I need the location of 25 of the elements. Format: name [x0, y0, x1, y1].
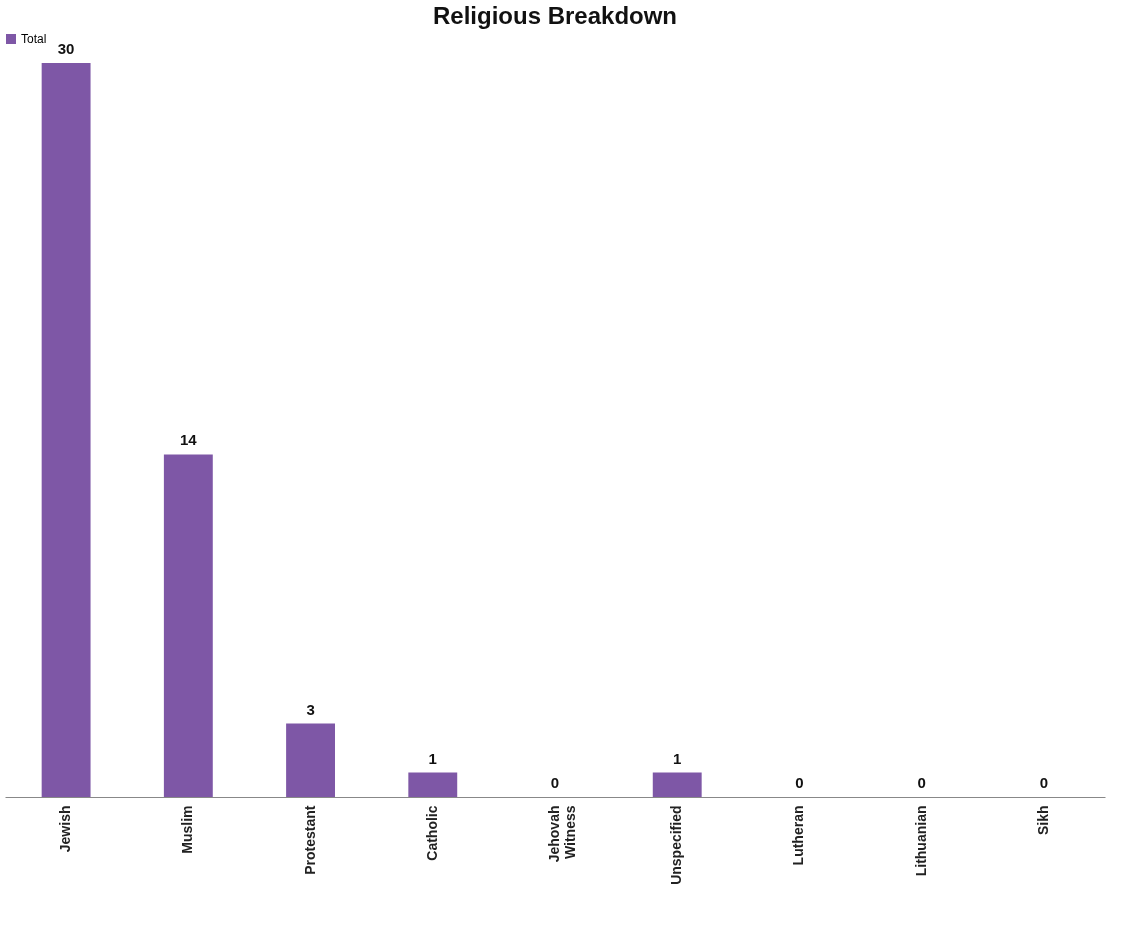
chart-title: Religious Breakdown	[432, 2, 678, 29]
data-label: 30	[57, 40, 75, 57]
data-label: 0	[917, 774, 926, 791]
bar	[41, 63, 91, 797]
bar	[286, 723, 335, 797]
bar	[163, 454, 213, 797]
bar	[408, 772, 458, 797]
data-label: 1	[428, 749, 437, 767]
data-label: 0	[550, 774, 560, 791]
x-tick-label: Lutheran	[790, 805, 807, 866]
x-tick-label: Jehovah Witness	[546, 805, 578, 863]
x-tick-label: Sikh	[1034, 805, 1051, 836]
x-tick-label: Jewish	[57, 805, 74, 853]
bar	[652, 772, 702, 797]
x-tick-label: Muslim	[179, 805, 196, 854]
legend-label: Total	[21, 32, 47, 46]
data-label: 0	[795, 774, 804, 791]
data-label: 14	[179, 431, 198, 449]
x-tick-label: Lithuanian	[912, 805, 929, 877]
x-tick-label: Protestant	[301, 805, 318, 875]
data-label: 0	[1039, 774, 1049, 791]
data-label: 1	[673, 749, 682, 767]
x-tick-label: Catholic	[423, 805, 440, 861]
x-tick-label: Unspecified	[668, 805, 685, 885]
data-label: 3	[306, 700, 315, 718]
